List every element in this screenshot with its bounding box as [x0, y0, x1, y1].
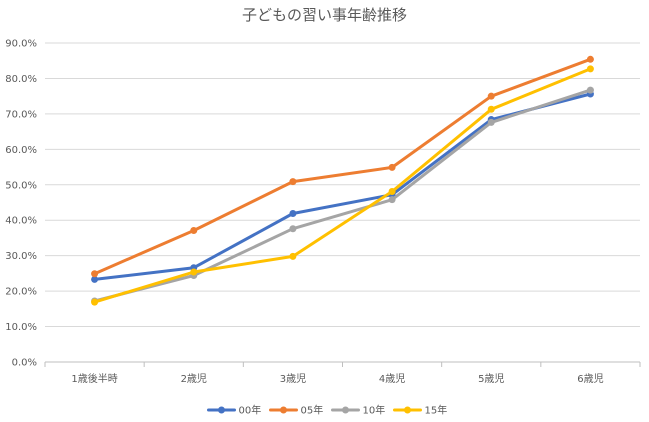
y-tick-label: 50.0% — [5, 180, 37, 191]
legend: 00年 05年 10年 15年 — [207, 404, 448, 417]
y-tick-label: 10.0% — [5, 322, 37, 333]
legend-label: 00年 — [239, 404, 262, 417]
data-point — [289, 225, 297, 233]
y-tick-label: 30.0% — [5, 251, 37, 262]
data-point — [586, 86, 594, 94]
axes: 0.0% 10.0% 20.0% 30.0% 40.0% 50.0% 60.0% 70.0% 8… — [5, 39, 641, 385]
y-tick-label: 70.0% — [5, 109, 37, 120]
x-tick-label: 3歳児 — [280, 373, 306, 385]
series-line — [93, 88, 592, 303]
series-line — [93, 92, 592, 281]
data-point — [289, 252, 297, 260]
legend-label: 05年 — [301, 404, 324, 417]
data-point — [289, 178, 297, 186]
data-point — [487, 118, 495, 126]
y-tick-label: 90.0% — [5, 39, 37, 50]
x-tick-label: 2歳児 — [181, 373, 207, 385]
legend-marker — [218, 406, 225, 414]
legend-item: 00年 — [207, 404, 262, 417]
legend-marker — [280, 406, 287, 414]
x-tick-label: 6歳児 — [577, 373, 603, 385]
data-point — [190, 227, 198, 235]
y-tick-label: 40.0% — [5, 216, 37, 227]
y-tick-label: 20.0% — [5, 287, 37, 298]
x-tick-label: 4歳児 — [379, 373, 405, 385]
legend-label: 15年 — [425, 404, 448, 417]
legend-item: 05年 — [269, 404, 324, 417]
data-point — [190, 268, 198, 276]
data-point — [586, 55, 594, 63]
data-point — [91, 270, 99, 278]
data-point — [91, 275, 99, 283]
legend-item: 10年 — [331, 404, 386, 417]
series-line — [93, 67, 592, 304]
series-3 — [91, 65, 594, 306]
series-line — [93, 57, 592, 276]
x-tick-label: 1歳後半時 — [71, 372, 117, 385]
y-tick-label: 60.0% — [5, 145, 37, 156]
data-point — [487, 92, 495, 100]
legend-label: 10年 — [363, 404, 386, 417]
x-tick-label: 5歳児 — [478, 373, 504, 385]
data-point — [388, 163, 396, 171]
gridlines — [45, 42, 640, 363]
y-tick-label: 80.0% — [5, 74, 37, 85]
data-point — [388, 196, 396, 204]
data-point — [487, 105, 495, 113]
chart-title: 子どもの習い事年齢推移 — [242, 6, 407, 24]
legend-marker — [342, 406, 349, 414]
y-tick-label: 0.0% — [12, 358, 37, 369]
series-0 — [91, 90, 594, 283]
data-point — [289, 209, 297, 217]
series-group — [91, 55, 594, 306]
legend-item: 15年 — [393, 404, 448, 417]
series-1 — [91, 55, 594, 278]
data-point — [91, 298, 99, 306]
legend-marker — [404, 406, 411, 414]
data-point — [586, 65, 594, 73]
data-point — [388, 188, 396, 196]
